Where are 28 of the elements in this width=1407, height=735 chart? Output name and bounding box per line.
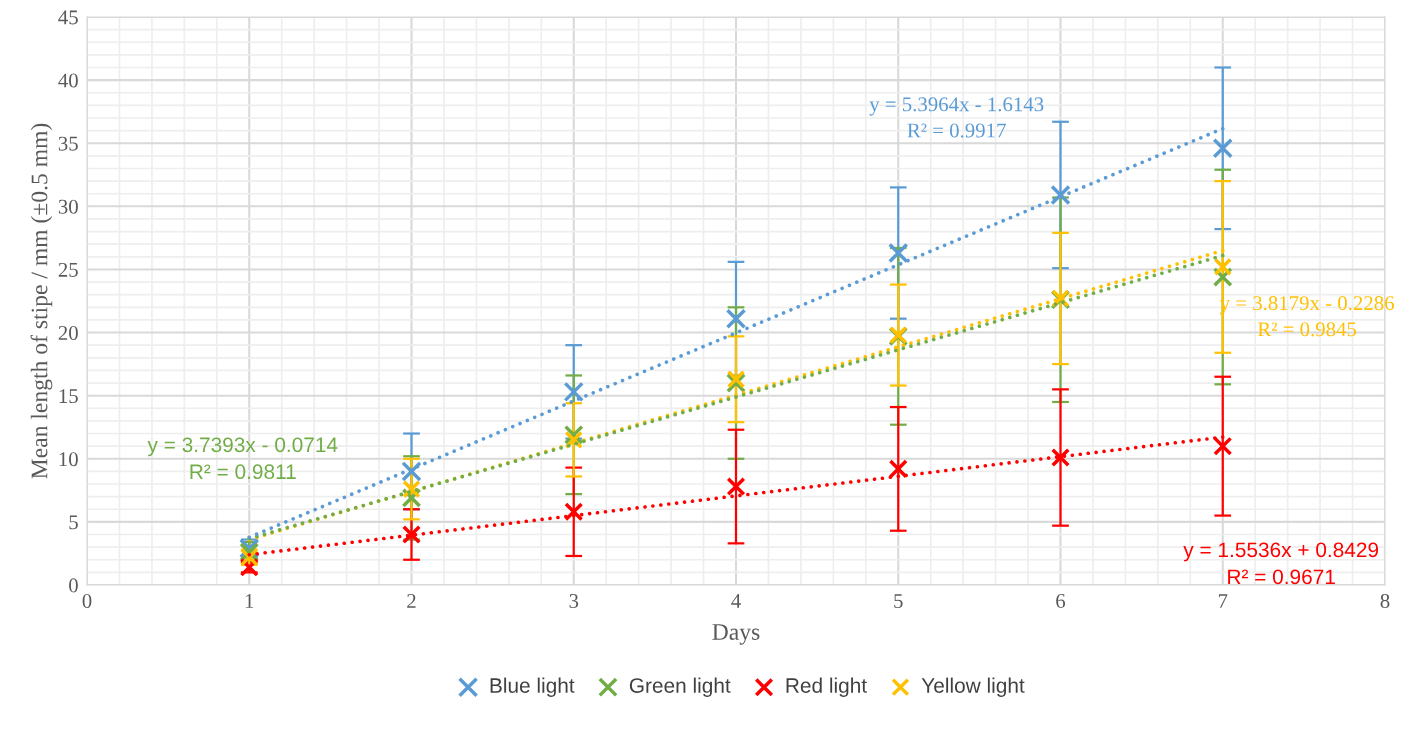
x-tick-label: 5: [894, 594, 903, 608]
legend-label: Blue light: [490, 677, 575, 698]
legend-label: Green light: [629, 677, 731, 698]
legend-label: Yellow light: [921, 677, 1025, 698]
y-tick-label: 35: [58, 136, 78, 151]
legend-label: Red light: [786, 677, 867, 698]
annotation: y = 1.5536x + 0.8429 R² = 0.9671: [1183, 542, 1379, 585]
x-tick-label: 1: [245, 594, 254, 608]
y-tick-label: 5: [69, 515, 78, 530]
x-tick-label: 2: [407, 593, 416, 608]
x-axis-title: Days: [712, 624, 760, 645]
y-tick-label: 0: [69, 578, 78, 593]
y-axis-title: Mean length of stipe / mm (±0.5 mm): [30, 123, 53, 479]
y-tick-label: 15: [59, 389, 78, 404]
y-tick-label: 25: [58, 262, 78, 277]
x-tick-label: 6: [1056, 593, 1066, 608]
x-tick-label: 3: [569, 593, 579, 608]
y-tick-label: 10: [59, 452, 78, 467]
y-tick-label: 30: [58, 199, 78, 214]
y-tick-label: 40: [58, 73, 78, 88]
annotation: y = 3.7393x - 0.0714 R² = 0.9811: [147, 437, 338, 480]
x-tick-label: 8: [1380, 593, 1390, 608]
y-tick-label: 20: [58, 325, 78, 340]
x-tick-label: 4: [731, 594, 741, 608]
x-tick-label: 0: [82, 593, 92, 608]
annotation: y = 5.3964x - 1.6143 R² = 0.9917: [869, 97, 1044, 138]
x-tick-label: 7: [1218, 594, 1228, 608]
y-tick-label: 45: [58, 10, 78, 25]
